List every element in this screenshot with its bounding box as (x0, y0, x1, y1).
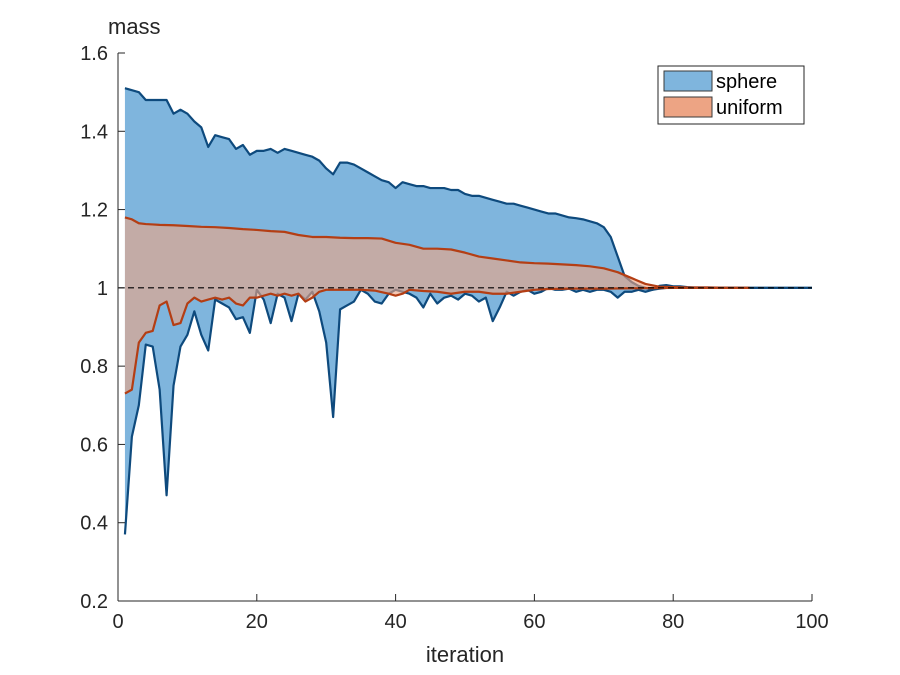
y-tick-label: 1.6 (80, 43, 108, 65)
y-tick-label: 0.4 (80, 513, 108, 535)
band-uniform (124, 217, 750, 394)
x-axis-label: iteration (426, 642, 504, 667)
y-tick-label: 0.2 (80, 591, 108, 613)
lower-edge-uniform (124, 286, 750, 395)
x-tick-label: 80 (662, 611, 684, 633)
axes: 0 20 40 60 80 100 0.2 0.4 0.6 0.8 1 1.2 1.4 1.6 (80, 43, 829, 633)
y-tick-label: 0.6 (80, 434, 108, 456)
legend: sphere uniform (657, 65, 805, 125)
y-axis-label: mass (108, 14, 161, 39)
upper-edge-uniform (124, 216, 750, 289)
y-tick-label: 1 (97, 278, 108, 300)
legend-label-sphere: sphere (716, 71, 777, 93)
x-tick-label: 20 (246, 611, 268, 633)
band-sphere (124, 88, 812, 535)
legend-swatch-sphere (663, 70, 713, 92)
x-tick-label: 0 (112, 611, 123, 633)
y-tick-label: 1.2 (80, 200, 108, 222)
plot-area (123, 87, 812, 535)
x-tick-label: 60 (523, 611, 545, 633)
x-tick-label: 100 (795, 611, 828, 633)
legend-swatch-uniform (663, 96, 713, 118)
legend-label-uniform: uniform (716, 97, 783, 119)
lower-edge-sphere (123, 286, 812, 535)
y-tick-label: 0.8 (80, 356, 108, 378)
x-tick-label: 40 (384, 611, 406, 633)
y-tick-label: 1.4 (80, 121, 108, 143)
